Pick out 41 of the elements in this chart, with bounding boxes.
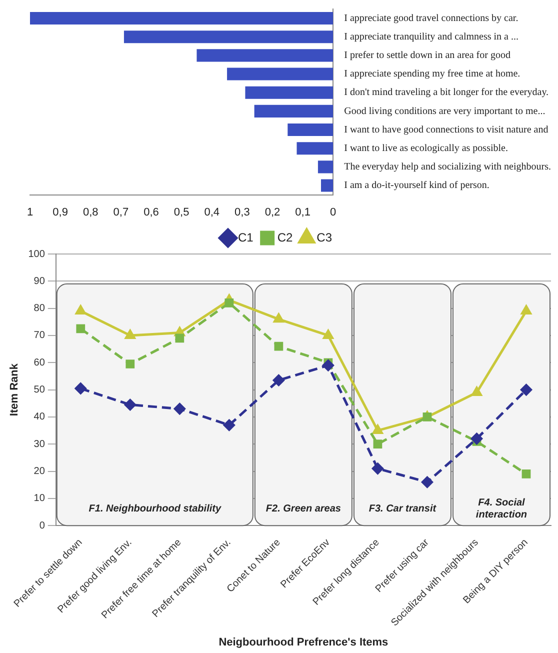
y-tick-label: The everyday help and socializing with neighbours. (344, 162, 552, 173)
y-tick-label: Good living conditions are very important to me... (344, 106, 546, 117)
y-tick-label: 0 (39, 520, 46, 532)
x-tick-label: 0,8 (82, 206, 98, 218)
y-tick-label: 90 (34, 276, 46, 287)
x-tick-label: 0,9 (52, 206, 68, 218)
legend-label: C2 (277, 230, 293, 244)
x-tick-label: 1 (26, 206, 34, 218)
y-tick-label: 60 (34, 357, 46, 368)
y-tick-label: I appreciate tranquility and calmness in a ... (344, 31, 519, 42)
x-tick-label: 0,7 (113, 206, 129, 218)
legend-label: C1 (238, 230, 254, 244)
x-tick-label: 0,4 (204, 206, 220, 218)
y-tick-label: I am a do-it-yourself kind of person. (344, 180, 490, 192)
x-tick-label: 0,6 (144, 206, 159, 218)
y-tick-label: 70 (34, 330, 46, 342)
y-tick-label: I appreciate good travel connections by car. (344, 12, 518, 24)
y-tick-label: I want to have good connections to visit nature and (344, 124, 548, 136)
x-tick-label: 0 (330, 206, 336, 218)
band-label: F4. Social interaction (476, 498, 528, 521)
x-tick-label: 0,1 (295, 206, 310, 218)
y-axis-title: Item Rank (8, 362, 21, 416)
y-tick-label: 80 (34, 303, 46, 314)
y-tick-label: I prefer to settle down in an area for good (344, 50, 510, 62)
y-tick-label: 100 (28, 248, 46, 260)
y-tick-label: I want to live as ecologically as possible. (344, 142, 508, 154)
y-tick-label: 20 (34, 466, 46, 478)
legend-label: C3 (316, 230, 332, 244)
band-label: F2. Green areas (266, 504, 342, 515)
x-tick-label: 0,3 (234, 206, 250, 218)
band-label: F1. Neighbourhood stability (88, 504, 222, 515)
y-tick-label: 10 (34, 493, 46, 504)
y-tick-label: 40 (34, 412, 46, 423)
y-tick-label: I don't mind traveling a bit longer for the everyday. (344, 87, 549, 98)
band-label: F3. Car transit (368, 504, 437, 515)
y-tick-label: 50 (34, 384, 46, 396)
x-tick-label: 0,2 (264, 206, 280, 218)
y-tick-label: 30 (34, 438, 46, 450)
x-tick-label: 0,5 (174, 206, 190, 218)
x-axis-title: Neigbourhood Prefrence's Items (218, 636, 388, 648)
y-tick-label: I appreciate spending my free time at home. (344, 68, 520, 80)
